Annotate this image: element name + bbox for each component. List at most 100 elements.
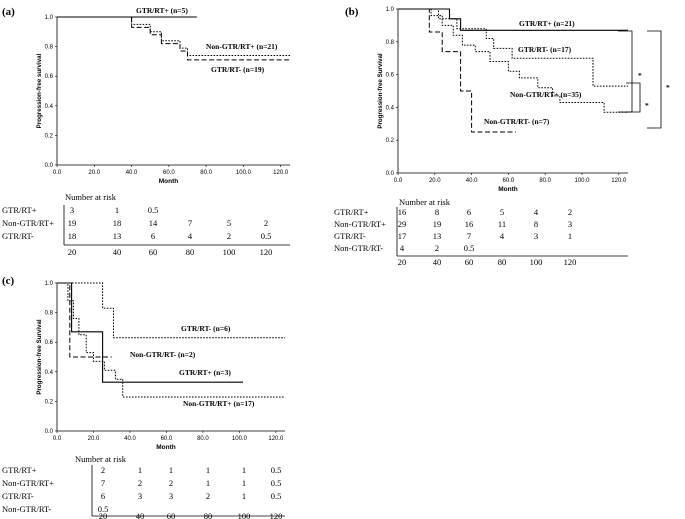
x-tick-label: 20.0 [88,436,100,442]
panel-label: (a) [2,6,15,18]
y-tick-label: 0.4 [45,370,54,376]
risk-table-tick: 120 [260,247,273,257]
risk-value: 18 [113,218,122,228]
y-tick-label: 1.0 [45,281,54,287]
risk-value: 13 [113,231,122,241]
chart-panel-3: (c) 0.0 0.2 0.4 0.6 0.8 1.0 0.0 20.0 40.0 60.0 80.0… [2,275,285,519]
y-tick-label: 0.2 [45,133,54,139]
risk-value: 0.5 [261,231,272,241]
risk-table-tick: 20 [68,247,77,257]
risk-row-label: Non-GTR/RT+ [2,478,54,488]
series-line-3 [398,8,628,113]
series-label-3: Non-GTR/RT+ (n=35) [510,90,582,99]
x-axis-title: Month [498,186,518,193]
risk-value: 0.5 [464,243,475,253]
risk-value: 5 [227,218,231,228]
x-tick-label: 100.0 [574,178,590,184]
risk-table-tick: 80 [498,257,507,267]
y-tick-label: 0.6 [45,74,54,80]
y-tick-label: 0.6 [45,340,54,346]
risk-value: 2 [435,243,439,253]
x-axis-title: Month [156,444,176,451]
x-axis-title: Month [159,178,179,185]
x-tick-label: 0.0 [394,178,403,184]
risk-value: 1 [115,205,119,215]
panel-label: (c) [2,275,15,287]
y-tick-label: 1.0 [386,7,395,13]
risk-table-tick: 80 [186,247,195,257]
series-label-4: Non-GTR/RT+ (n=17) [183,399,255,408]
risk-row-label: GTR/RT- [2,491,34,501]
risk-value: 19 [68,218,77,228]
risk-table-tick: 60 [465,257,474,267]
risk-value: 8 [435,207,439,217]
y-tick-label: 0.0 [45,429,54,435]
y-tick-label: 0.0 [45,163,54,169]
risk-table-tick: 40 [433,257,442,267]
series-label-2: Non-GTR/RT- (n=2) [130,350,196,359]
x-tick-label: 40.0 [124,436,136,442]
x-tick-label: 80.0 [200,170,212,176]
y-tick-label: 0.4 [45,104,54,110]
y-tick-label: 0.0 [386,171,395,177]
y-axis-title: Progression-free Survival [36,319,43,395]
risk-value: 3 [70,205,74,215]
risk-value: 2 [568,207,572,217]
risk-value: 5 [500,207,504,217]
risk-table-title: Number at risk [65,192,117,202]
risk-value: 11 [498,219,506,229]
y-tick-label: 0.2 [386,138,395,144]
series-line-4 [398,8,516,133]
series-line-3 [57,16,290,61]
y-tick-label: 0.8 [45,311,54,317]
risk-table-tick: 60 [167,511,176,519]
series-line-2 [398,8,628,87]
risk-value: 7 [467,231,471,241]
x-tick-label: 80.0 [539,178,551,184]
x-tick-label: 40.0 [466,178,478,184]
risk-value: 1 [568,231,572,241]
x-tick-label: 20.0 [429,178,441,184]
series-line-1 [57,282,285,339]
x-tick-label: 120.0 [273,170,289,176]
y-axis-title: Progression-free Survival [377,53,384,129]
risk-table-tick: 80 [204,511,213,519]
risk-value: 3 [534,231,538,241]
risk-value: 1 [242,478,246,488]
risk-value: 2 [138,478,142,488]
series-label-1: GTR/RT+ (n=5) [136,6,188,15]
risk-value: 2 [264,218,268,228]
risk-value: 1 [242,465,246,475]
risk-value: 4 [500,231,505,241]
risk-value: 3 [138,491,142,501]
series-line-1 [398,8,628,31]
risk-value: 6 [151,231,155,241]
risk-value: 2 [169,478,173,488]
risk-value: 3 [169,491,173,501]
risk-value: 1 [169,465,173,475]
y-tick-label: 1.0 [45,15,54,21]
y-tick-label: 0.6 [386,73,395,79]
series-label-2: Non-GTR/RT+ (n=21) [206,42,278,51]
risk-value: 13 [433,231,442,241]
risk-table-tick: 120 [564,257,577,267]
risk-value: 4 [188,231,193,241]
x-tick-label: 0.0 [53,170,62,176]
risk-table-tick: 60 [149,247,158,257]
risk-value: 4 [400,243,405,253]
significance-bracket [647,30,662,129]
x-tick-label: 60.0 [163,170,175,176]
risk-row-label: GTR/RT+ [2,205,37,215]
significance-star: * [666,83,670,92]
panel-label: (b) [345,6,359,18]
risk-value: 3 [568,219,572,229]
series-line-4 [57,282,285,398]
risk-value: 1 [138,465,142,475]
risk-value: 7 [101,478,105,488]
risk-value: 17 [398,231,407,241]
series-line-2 [57,282,112,358]
risk-value: 0.5 [98,504,109,514]
risk-value: 4 [534,207,539,217]
risk-table-tick: 100 [238,511,251,519]
